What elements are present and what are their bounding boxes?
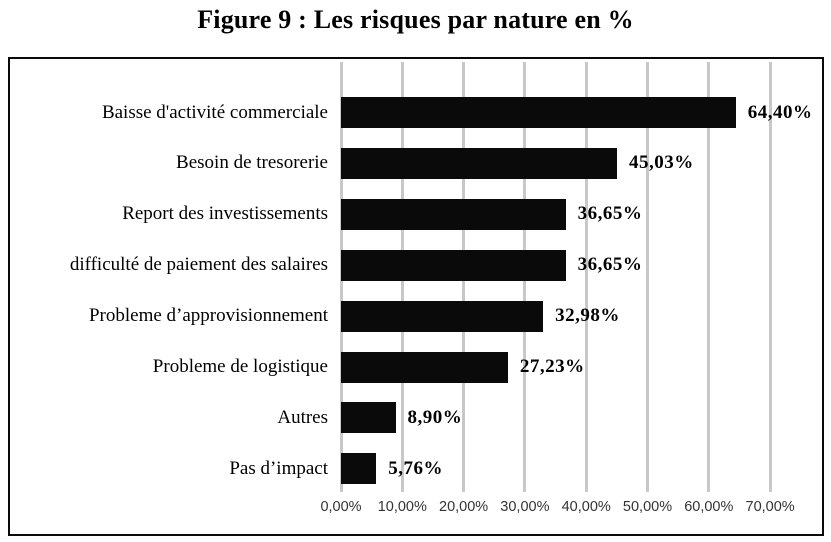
value-label: 45,03% [629, 152, 694, 174]
plot-area: 0,00% 10,00% 20,00% 30,00% 40,00% 50,00% 60,00… [10, 59, 822, 534]
value-label: 8,90% [407, 406, 463, 428]
bar [341, 147, 618, 179]
x-axis-tick-label: 70,00% [745, 499, 795, 515]
category-label: Besoin de tresorerie [176, 152, 328, 174]
category-label: Autres [277, 406, 328, 428]
gridline [584, 62, 588, 492]
bar [341, 97, 736, 128]
x-axis-tick-label: 0,00% [320, 499, 362, 515]
x-axis-tick-label: 50,00% [622, 499, 673, 515]
value-label: 36,65% [577, 203, 643, 225]
gridline [768, 62, 772, 492]
bar [341, 402, 396, 434]
gridline [707, 62, 711, 492]
chart-area: 0,00% 10,00% 20,00% 30,00% 40,00% 50,00% 60,00… [8, 57, 824, 536]
value-label: 36,65% [577, 254, 643, 276]
chart-title: Figure 9 : Les risques par nature en % [197, 5, 634, 34]
bar [341, 300, 544, 332]
x-axis-tick-label: 60,00% [684, 499, 734, 515]
x-axis-tick-label: 20,00% [439, 499, 489, 515]
value-label: 27,23% [519, 356, 585, 377]
gridline [646, 62, 649, 492]
category-label: Report des investissements [122, 203, 328, 225]
value-label: 5,76% [388, 457, 444, 479]
bar [341, 453, 377, 485]
category-label: Probleme d’approvisionnement [88, 305, 328, 327]
value-label: 32,98% [555, 305, 620, 327]
x-axis-tick-label: 10,00% [377, 499, 427, 515]
bar [341, 249, 566, 281]
category-label: difficulté de paiement des salaires [69, 254, 328, 276]
bar [341, 351, 508, 383]
category-label: Probleme de logistique [152, 356, 328, 377]
category-label: Baisse d'activité commerciale [101, 101, 328, 123]
bar [341, 198, 566, 230]
category-label: Pas d’impact [229, 457, 328, 479]
value-label: 64,40% [747, 101, 813, 123]
x-axis-tick-label: 40,00% [561, 499, 611, 515]
x-axis-tick-label: 30,00% [500, 499, 550, 515]
